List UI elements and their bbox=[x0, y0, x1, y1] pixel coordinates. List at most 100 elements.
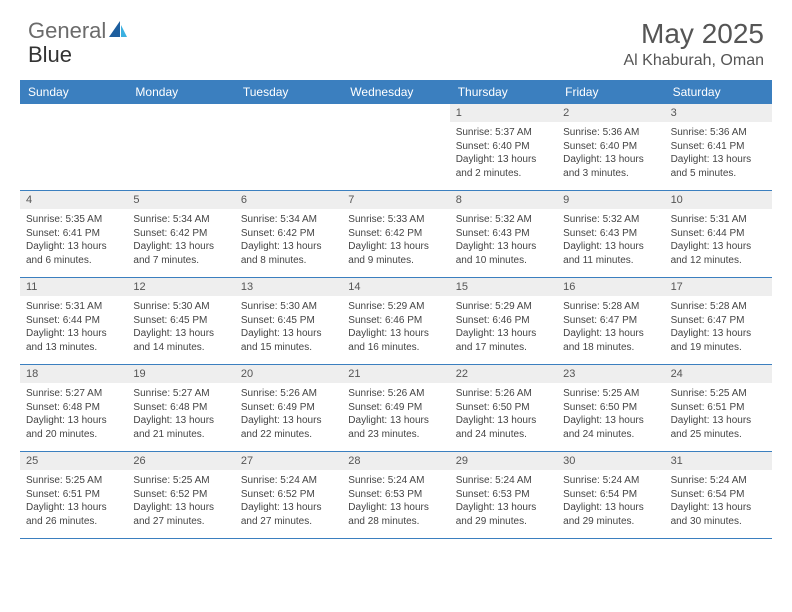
day-number: 13 bbox=[235, 278, 342, 296]
day-header: Wednesday bbox=[342, 80, 449, 104]
day-number: 14 bbox=[342, 278, 449, 296]
day-number: 27 bbox=[235, 452, 342, 470]
day-cell: 29Sunrise: 5:24 AMSunset: 6:53 PMDayligh… bbox=[450, 452, 557, 538]
day-number: 26 bbox=[127, 452, 234, 470]
day-cell: 8Sunrise: 5:32 AMSunset: 6:43 PMDaylight… bbox=[450, 191, 557, 277]
week-row: 4Sunrise: 5:35 AMSunset: 6:41 PMDaylight… bbox=[20, 191, 772, 278]
day-number: 9 bbox=[557, 191, 664, 209]
day-cell: 23Sunrise: 5:25 AMSunset: 6:50 PMDayligh… bbox=[557, 365, 664, 451]
day-number: 25 bbox=[20, 452, 127, 470]
day-cell: 13Sunrise: 5:30 AMSunset: 6:45 PMDayligh… bbox=[235, 278, 342, 364]
day-cell: 20Sunrise: 5:26 AMSunset: 6:49 PMDayligh… bbox=[235, 365, 342, 451]
calendar: SundayMondayTuesdayWednesdayThursdayFrid… bbox=[20, 80, 772, 539]
day-header: Saturday bbox=[665, 80, 772, 104]
day-content: Sunrise: 5:29 AMSunset: 6:46 PMDaylight:… bbox=[450, 296, 557, 358]
day-number: 21 bbox=[342, 365, 449, 383]
day-number: 5 bbox=[127, 191, 234, 209]
day-content: Sunrise: 5:30 AMSunset: 6:45 PMDaylight:… bbox=[127, 296, 234, 358]
location: Al Khaburah, Oman bbox=[623, 52, 764, 70]
day-number: 11 bbox=[20, 278, 127, 296]
day-content: Sunrise: 5:25 AMSunset: 6:52 PMDaylight:… bbox=[127, 470, 234, 532]
day-cell bbox=[20, 104, 127, 190]
day-content: Sunrise: 5:25 AMSunset: 6:50 PMDaylight:… bbox=[557, 383, 664, 445]
day-content: Sunrise: 5:28 AMSunset: 6:47 PMDaylight:… bbox=[557, 296, 664, 358]
day-header: Sunday bbox=[20, 80, 127, 104]
logo: General bbox=[28, 18, 128, 44]
day-content: Sunrise: 5:29 AMSunset: 6:46 PMDaylight:… bbox=[342, 296, 449, 358]
day-content: Sunrise: 5:37 AMSunset: 6:40 PMDaylight:… bbox=[450, 122, 557, 184]
week-row: 25Sunrise: 5:25 AMSunset: 6:51 PMDayligh… bbox=[20, 452, 772, 539]
day-number: 19 bbox=[127, 365, 234, 383]
day-number: 31 bbox=[665, 452, 772, 470]
day-number: 1 bbox=[450, 104, 557, 122]
day-number: 12 bbox=[127, 278, 234, 296]
day-content: Sunrise: 5:33 AMSunset: 6:42 PMDaylight:… bbox=[342, 209, 449, 271]
day-cell: 6Sunrise: 5:34 AMSunset: 6:42 PMDaylight… bbox=[235, 191, 342, 277]
logo-sail-icon bbox=[108, 20, 128, 43]
day-number: 15 bbox=[450, 278, 557, 296]
day-content: Sunrise: 5:26 AMSunset: 6:49 PMDaylight:… bbox=[235, 383, 342, 445]
day-cell: 31Sunrise: 5:24 AMSunset: 6:54 PMDayligh… bbox=[665, 452, 772, 538]
day-number: 30 bbox=[557, 452, 664, 470]
day-content: Sunrise: 5:25 AMSunset: 6:51 PMDaylight:… bbox=[665, 383, 772, 445]
day-number: 17 bbox=[665, 278, 772, 296]
day-cell: 16Sunrise: 5:28 AMSunset: 6:47 PMDayligh… bbox=[557, 278, 664, 364]
day-header: Thursday bbox=[450, 80, 557, 104]
day-content: Sunrise: 5:31 AMSunset: 6:44 PMDaylight:… bbox=[20, 296, 127, 358]
day-cell: 1Sunrise: 5:37 AMSunset: 6:40 PMDaylight… bbox=[450, 104, 557, 190]
day-cell: 4Sunrise: 5:35 AMSunset: 6:41 PMDaylight… bbox=[20, 191, 127, 277]
day-cell: 22Sunrise: 5:26 AMSunset: 6:50 PMDayligh… bbox=[450, 365, 557, 451]
day-number: 23 bbox=[557, 365, 664, 383]
day-cell: 2Sunrise: 5:36 AMSunset: 6:40 PMDaylight… bbox=[557, 104, 664, 190]
day-content: Sunrise: 5:26 AMSunset: 6:50 PMDaylight:… bbox=[450, 383, 557, 445]
day-cell bbox=[342, 104, 449, 190]
day-content: Sunrise: 5:24 AMSunset: 6:54 PMDaylight:… bbox=[557, 470, 664, 532]
day-cell: 26Sunrise: 5:25 AMSunset: 6:52 PMDayligh… bbox=[127, 452, 234, 538]
day-cell: 12Sunrise: 5:30 AMSunset: 6:45 PMDayligh… bbox=[127, 278, 234, 364]
day-number: 16 bbox=[557, 278, 664, 296]
month-title: May 2025 bbox=[623, 18, 764, 50]
day-cell: 15Sunrise: 5:29 AMSunset: 6:46 PMDayligh… bbox=[450, 278, 557, 364]
day-number: 29 bbox=[450, 452, 557, 470]
day-number: 28 bbox=[342, 452, 449, 470]
day-number: 8 bbox=[450, 191, 557, 209]
week-row: 18Sunrise: 5:27 AMSunset: 6:48 PMDayligh… bbox=[20, 365, 772, 452]
week-row: 1Sunrise: 5:37 AMSunset: 6:40 PMDaylight… bbox=[20, 104, 772, 191]
day-content: Sunrise: 5:35 AMSunset: 6:41 PMDaylight:… bbox=[20, 209, 127, 271]
day-content: Sunrise: 5:34 AMSunset: 6:42 PMDaylight:… bbox=[127, 209, 234, 271]
day-content: Sunrise: 5:27 AMSunset: 6:48 PMDaylight:… bbox=[127, 383, 234, 445]
day-cell: 18Sunrise: 5:27 AMSunset: 6:48 PMDayligh… bbox=[20, 365, 127, 451]
day-content: Sunrise: 5:24 AMSunset: 6:53 PMDaylight:… bbox=[450, 470, 557, 532]
day-number: 4 bbox=[20, 191, 127, 209]
day-cell: 9Sunrise: 5:32 AMSunset: 6:43 PMDaylight… bbox=[557, 191, 664, 277]
day-content: Sunrise: 5:36 AMSunset: 6:40 PMDaylight:… bbox=[557, 122, 664, 184]
day-content: Sunrise: 5:27 AMSunset: 6:48 PMDaylight:… bbox=[20, 383, 127, 445]
day-content: Sunrise: 5:34 AMSunset: 6:42 PMDaylight:… bbox=[235, 209, 342, 271]
day-number: 7 bbox=[342, 191, 449, 209]
logo-text-general: General bbox=[28, 18, 106, 44]
day-header: Tuesday bbox=[235, 80, 342, 104]
day-number: 2 bbox=[557, 104, 664, 122]
day-number: 18 bbox=[20, 365, 127, 383]
week-row: 11Sunrise: 5:31 AMSunset: 6:44 PMDayligh… bbox=[20, 278, 772, 365]
day-number: 20 bbox=[235, 365, 342, 383]
day-content: Sunrise: 5:25 AMSunset: 6:51 PMDaylight:… bbox=[20, 470, 127, 532]
day-cell: 11Sunrise: 5:31 AMSunset: 6:44 PMDayligh… bbox=[20, 278, 127, 364]
day-content: Sunrise: 5:24 AMSunset: 6:53 PMDaylight:… bbox=[342, 470, 449, 532]
day-header: Friday bbox=[557, 80, 664, 104]
day-cell: 27Sunrise: 5:24 AMSunset: 6:52 PMDayligh… bbox=[235, 452, 342, 538]
day-cell: 7Sunrise: 5:33 AMSunset: 6:42 PMDaylight… bbox=[342, 191, 449, 277]
day-content: Sunrise: 5:36 AMSunset: 6:41 PMDaylight:… bbox=[665, 122, 772, 184]
day-content: Sunrise: 5:30 AMSunset: 6:45 PMDaylight:… bbox=[235, 296, 342, 358]
day-cell bbox=[235, 104, 342, 190]
day-cell: 21Sunrise: 5:26 AMSunset: 6:49 PMDayligh… bbox=[342, 365, 449, 451]
day-number: 22 bbox=[450, 365, 557, 383]
day-cell: 19Sunrise: 5:27 AMSunset: 6:48 PMDayligh… bbox=[127, 365, 234, 451]
day-header-row: SundayMondayTuesdayWednesdayThursdayFrid… bbox=[20, 80, 772, 104]
day-content: Sunrise: 5:24 AMSunset: 6:52 PMDaylight:… bbox=[235, 470, 342, 532]
day-content: Sunrise: 5:32 AMSunset: 6:43 PMDaylight:… bbox=[450, 209, 557, 271]
day-cell: 25Sunrise: 5:25 AMSunset: 6:51 PMDayligh… bbox=[20, 452, 127, 538]
day-cell: 14Sunrise: 5:29 AMSunset: 6:46 PMDayligh… bbox=[342, 278, 449, 364]
header: General May 2025 Al Khaburah, Oman bbox=[0, 0, 792, 80]
day-cell: 24Sunrise: 5:25 AMSunset: 6:51 PMDayligh… bbox=[665, 365, 772, 451]
